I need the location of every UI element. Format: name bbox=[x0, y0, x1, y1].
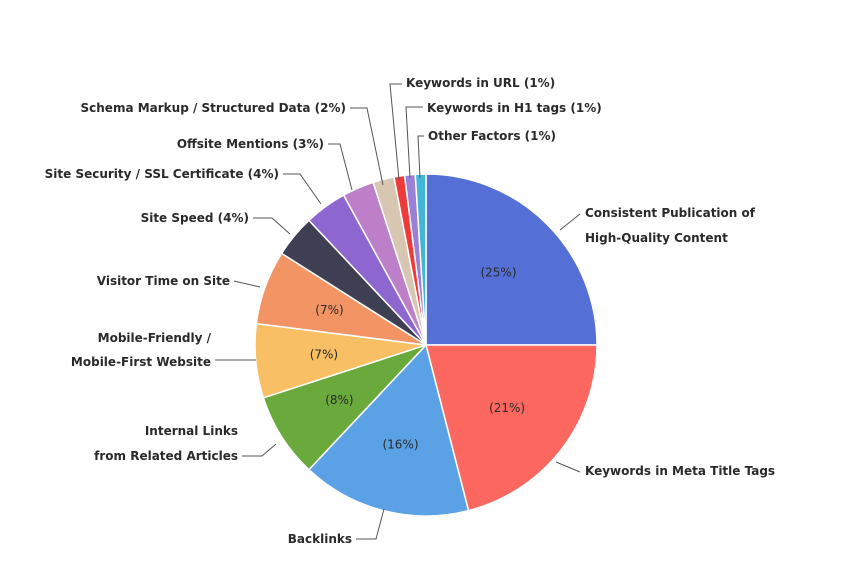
category-label: Mobile-First Website bbox=[71, 355, 211, 369]
leader-line bbox=[356, 508, 385, 540]
category-label: Mobile-Friendly / bbox=[98, 331, 212, 345]
category-label: from Related Articles bbox=[94, 449, 238, 463]
leader-line bbox=[559, 213, 581, 231]
leader-line bbox=[405, 106, 423, 179]
slice-percent-label: (7%) bbox=[310, 348, 338, 362]
category-labels: Consistent Publication of High-Quality Co… bbox=[45, 76, 775, 546]
leader-line bbox=[328, 143, 353, 191]
category-label: Other Factors (1%) bbox=[428, 129, 556, 143]
category-label: Consistent Publication of bbox=[585, 206, 756, 220]
leader-line bbox=[417, 135, 424, 179]
leader-line bbox=[389, 83, 402, 181]
leader-line bbox=[242, 443, 277, 457]
pie-slice bbox=[425, 344, 598, 512]
leader-line bbox=[350, 107, 384, 186]
category-label: Site Security / SSL Certificate (4%) bbox=[45, 167, 279, 181]
slice-percent-label: (8%) bbox=[325, 393, 353, 407]
pie-slice bbox=[425, 173, 598, 346]
category-label: Visitor Time on Site bbox=[97, 274, 230, 288]
percent-labels: (25%) (21%) (16%) (8%) (7%) (7%) bbox=[310, 266, 525, 452]
category-label: High-Quality Content bbox=[585, 231, 728, 245]
slice-percent-label: (16%) bbox=[382, 437, 418, 451]
slice-percent-label: (7%) bbox=[315, 303, 343, 317]
category-label: Backlinks bbox=[288, 532, 352, 546]
category-label: Internal Links bbox=[145, 424, 238, 438]
pie-slice bbox=[414, 173, 427, 346]
leader-line bbox=[555, 461, 581, 473]
category-label: Schema Markup / Structured Data (2%) bbox=[81, 101, 347, 115]
pie-slices bbox=[254, 173, 598, 517]
category-label: Keywords in Meta Title Tags bbox=[585, 464, 775, 478]
category-label: Site Speed (4%) bbox=[141, 211, 249, 225]
leader-line bbox=[283, 173, 322, 205]
leader-line bbox=[233, 280, 261, 288]
leader-lines bbox=[215, 83, 581, 540]
leader-line bbox=[253, 217, 291, 235]
slice-percent-label: (25%) bbox=[480, 266, 516, 280]
category-label: Offsite Mentions (3%) bbox=[177, 137, 324, 151]
category-label: Keywords in H1 tags (1%) bbox=[427, 101, 602, 115]
category-label: Keywords in URL (1%) bbox=[406, 76, 555, 90]
slice-percent-label: (21%) bbox=[489, 401, 525, 415]
